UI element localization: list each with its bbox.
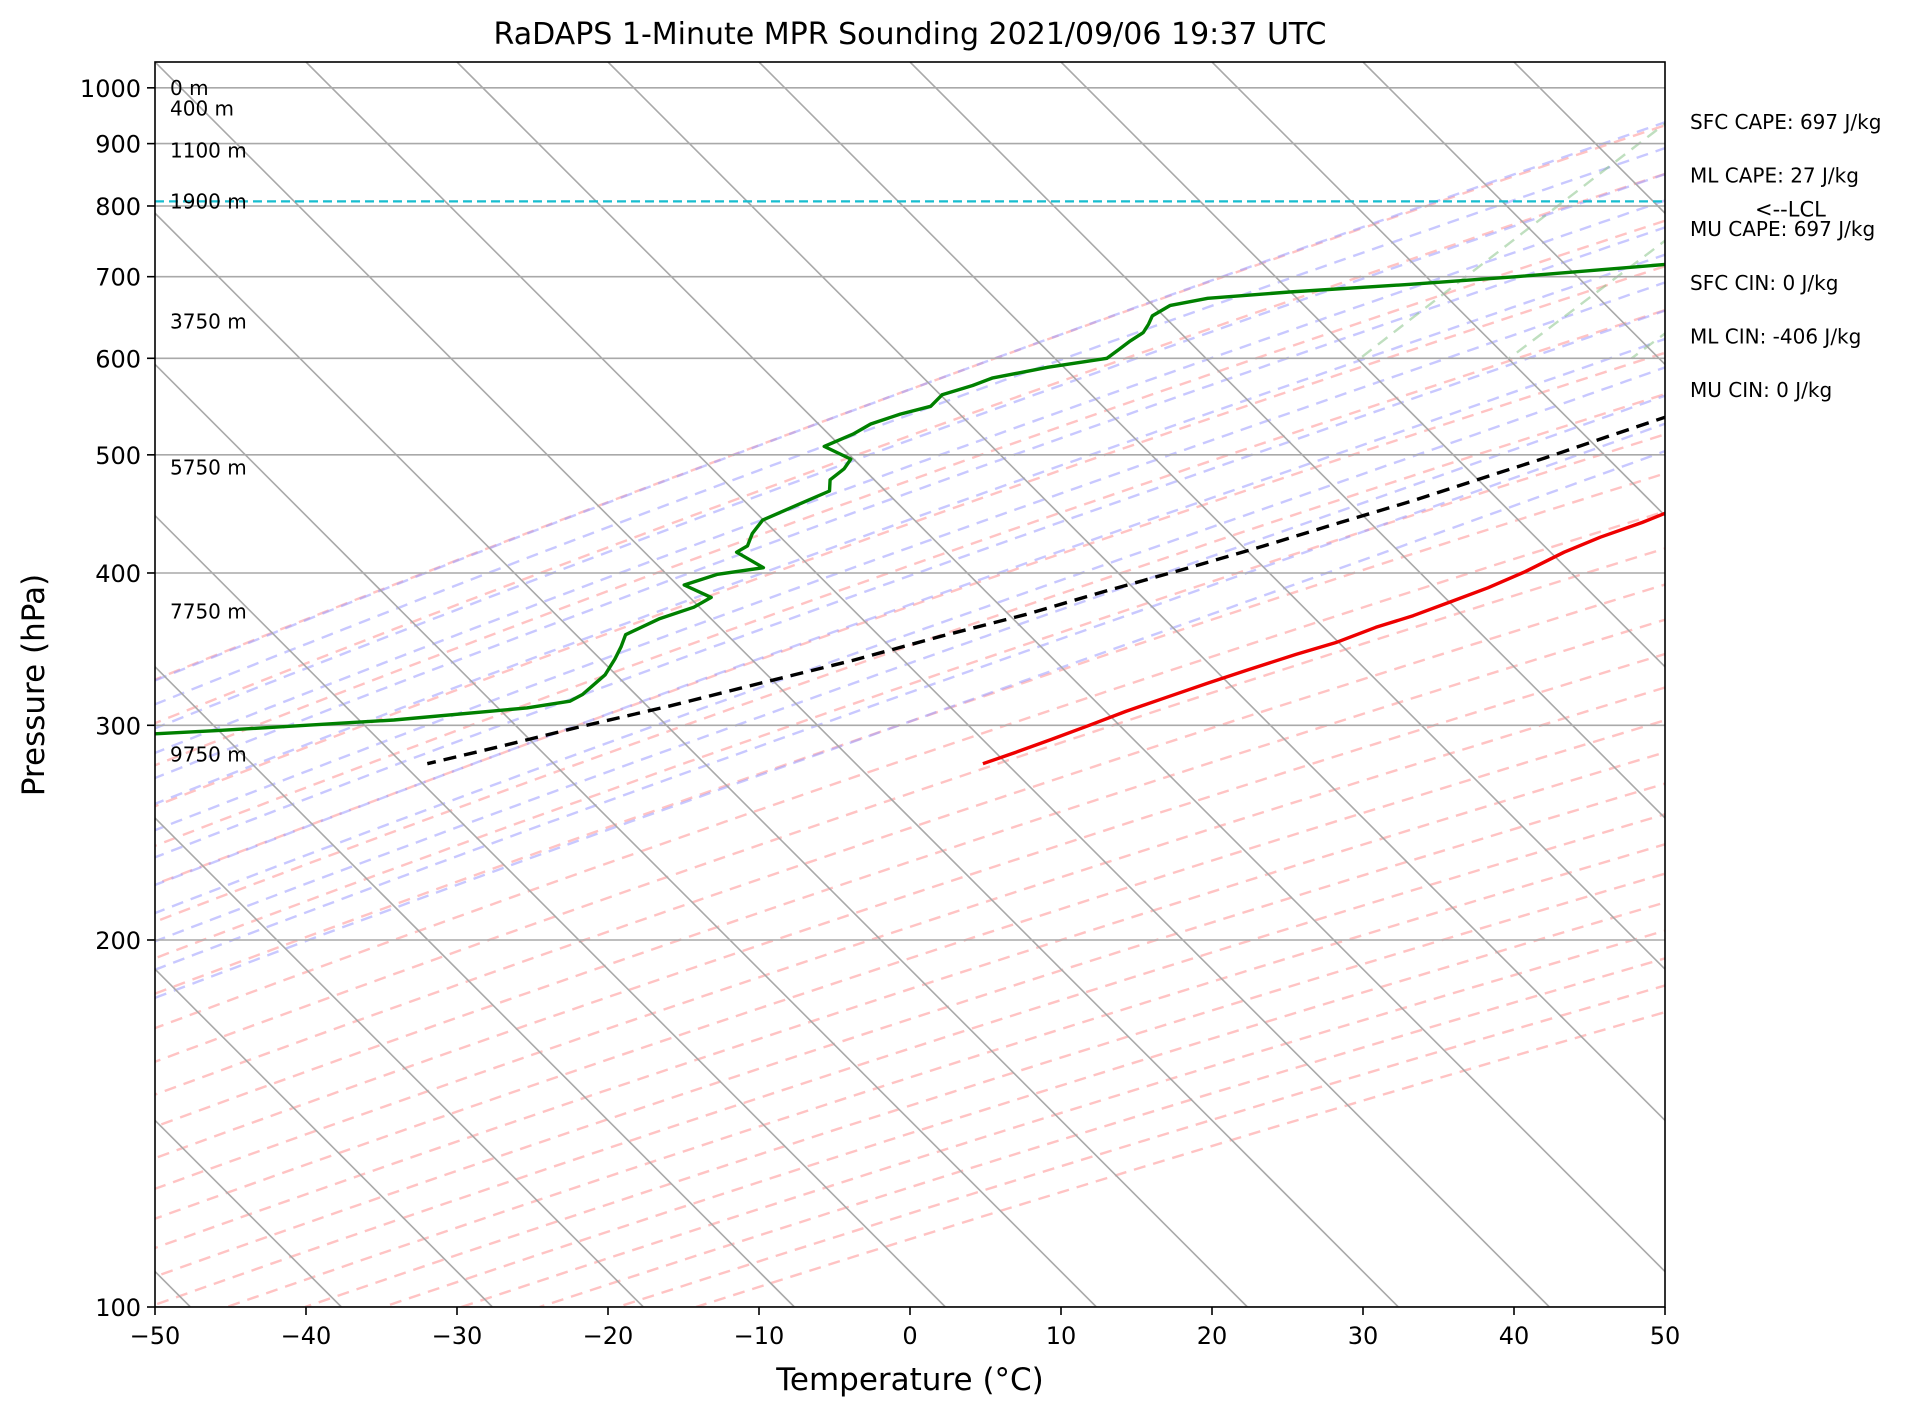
height-label: 5750 m [170,456,247,480]
dry-adiabat [155,172,1665,725]
y-tick-label: 400 [95,560,141,588]
height-label: 1100 m [170,139,247,163]
y-tick-label: 1000 [80,75,141,103]
isotherm [155,514,946,1307]
moist-adiabat [155,309,1665,859]
dry-adiabat [155,472,1665,995]
moist-adiabat [155,449,1665,1000]
isotherm [155,968,493,1307]
height-label: 3750 m [170,310,247,334]
y-tick-label: 800 [95,193,141,221]
y-tick-label: 200 [95,927,141,955]
stat-text: SFC CAPE: 697 J/kg [1690,110,1881,134]
dry-adiabat [155,686,1665,1191]
y-axis-ticks: 100 200 300 400 500 600 700 800 900 1000 [80,75,155,1322]
mixing-ratio-line [1359,122,1665,360]
x-tick-label: 0 [902,1322,917,1350]
x-tick-label: −40 [281,1322,332,1350]
height-label: 400 m [170,96,234,120]
temperature-profile [982,511,1665,766]
stat-text: ML CIN: -406 J/kg [1690,324,1861,348]
profiles [155,262,1665,766]
isotherm [155,212,1248,1307]
isotherm [155,665,795,1307]
dry-adiabat [155,433,1665,960]
isotherm [155,62,1399,1307]
background-lines [155,121,1665,1307]
isotherm [305,62,1550,1307]
dry-adiabat [155,351,1665,886]
parcel-profile [426,415,1665,766]
x-axis-label: Temperature (°C) [775,1362,1044,1398]
dry-adiabat [155,782,1665,1278]
height-label: 7750 m [170,599,247,623]
dry-adiabat [155,618,1665,1128]
dry-adiabat [155,219,1665,767]
isotherm [155,816,644,1307]
dry-adiabat [155,264,1665,808]
isotherm [607,62,1665,1122]
height-label: 0 m [170,76,209,100]
y-axis-label: Pressure (hPa) [16,574,52,796]
isotherm [155,363,1097,1307]
moist-adiabat [155,422,1665,971]
isotherm [456,62,1665,1273]
x-tick-label: 30 [1348,1322,1379,1350]
moist-adiabat [155,146,1665,706]
y-tick-label: 600 [95,345,141,373]
chart-title: RaDAPS 1-Minute MPR Sounding 2021/09/06 … [494,17,1327,52]
y-tick-label: 300 [95,712,141,740]
dry-adiabat [155,547,1665,1064]
x-tick-label: 40 [1499,1322,1530,1350]
stat-text: MU CIN: 0 J/kg [1690,378,1832,402]
height-label: 1900 m [170,189,247,213]
dewpoint-profile [155,262,1665,736]
x-tick-label: −20 [583,1322,634,1350]
x-tick-label: −30 [432,1322,483,1350]
grid [155,62,1665,1307]
x-tick-label: −50 [130,1322,181,1350]
isotherm [909,62,1665,820]
height-label: 9750 m [170,742,247,766]
y-tick-label: 700 [95,264,141,292]
moist-adiabat [155,253,1665,806]
x-tick-label: −10 [734,1322,785,1350]
stats-panel: SFC CAPE: 697 J/kg ML CAPE: 27 J/kg MU CAP… [1690,110,1881,402]
dry-adiabat [155,751,1665,1250]
x-tick-label: 20 [1197,1322,1228,1350]
isotherm [1060,62,1665,668]
moist-adiabat [155,366,1665,915]
y-tick-label: 100 [95,1294,141,1322]
stat-text: ML CAPE: 27 J/kg [1690,164,1859,188]
stat-text: SFC CIN: 0 J/kg [1690,271,1838,295]
isotherm [758,62,1665,971]
height-labels: 9750 m 7750 m 5750 m 3750 m 1900 m 1100 m 400 … [170,76,247,766]
moist-adiabat [155,281,1665,832]
y-tick-label: 900 [95,131,141,159]
x-tick-label: 50 [1650,1322,1681,1350]
x-axis-ticks: −50 −40 −30 −20 −10 0 10 20 30 40 50 [130,1307,1681,1350]
isotherm [1362,62,1665,366]
x-tick-label: 10 [1046,1322,1077,1350]
stat-text: MU CAPE: 697 J/kg [1690,217,1875,241]
isotherm [1211,62,1665,517]
y-tick-label: 500 [95,442,141,470]
lcl-label: <--LCL [1755,197,1826,221]
